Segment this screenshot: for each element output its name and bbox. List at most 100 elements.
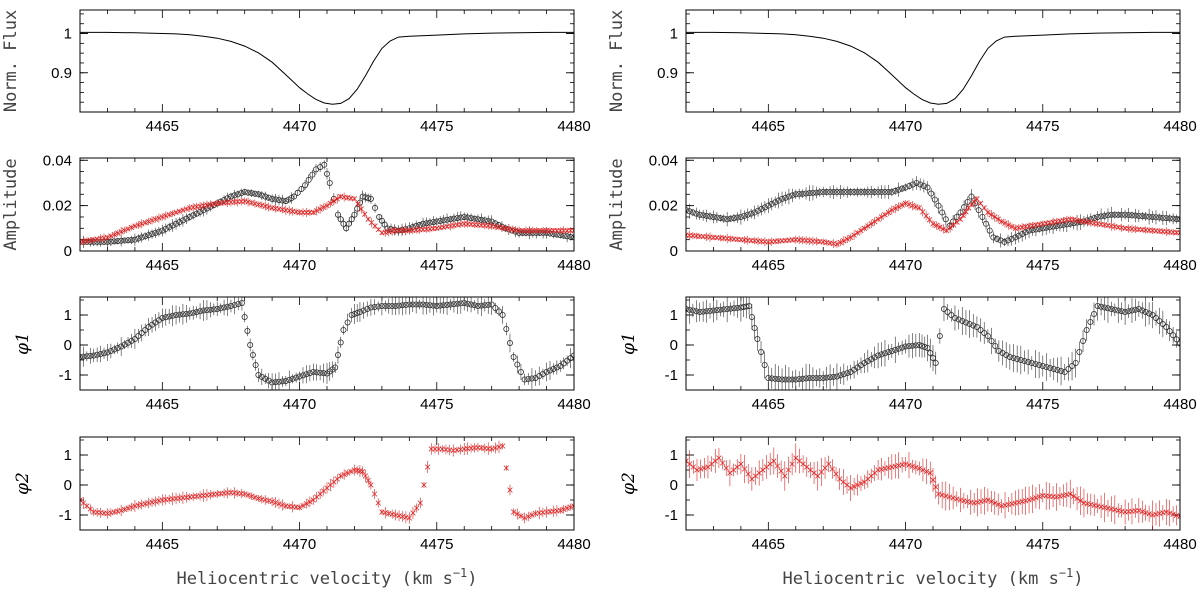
col2-amplitude-point [816, 189, 823, 196]
col1-phi1-point [125, 339, 132, 346]
col1-amplitude-point [265, 204, 272, 210]
col2-amplitude-point [1128, 212, 1135, 219]
col1-phi1-point [214, 305, 221, 312]
col1-phi1-point [543, 368, 550, 375]
col1-amplitude-point [334, 196, 340, 202]
col2-phi1-point [1080, 337, 1087, 344]
col1-phi1-point [190, 309, 197, 316]
col1-amplitude-point [118, 237, 125, 244]
col2-amplitude-point [1015, 232, 1022, 239]
col2-phi1-point [1083, 326, 1090, 333]
col1-amplitude-point [234, 191, 241, 198]
col2-amplitude-point [944, 227, 950, 234]
col1-phi1-point [104, 349, 111, 356]
col1-phi1-point [426, 302, 433, 309]
col2-phi2-point [909, 463, 916, 469]
col1-amplitude-point [355, 201, 361, 207]
col1-phi1-point [528, 375, 535, 382]
col2-phi1-point [940, 305, 947, 312]
col1-amplitude-point [248, 190, 255, 197]
col1-amplitude-point [135, 222, 142, 228]
col2-amplitude-point [896, 204, 902, 210]
col2-phi2-data [686, 443, 1180, 530]
col1-amplitude-point [128, 224, 135, 231]
col1-phi1-point [539, 370, 546, 377]
col2-amplitude-point [717, 215, 724, 222]
col2-amplitude-point [758, 206, 765, 213]
col1-amplitude-point [241, 189, 248, 196]
col2-phi2-point [1033, 495, 1039, 501]
col1-phi1-point [173, 311, 180, 318]
col1-phi1-point [457, 300, 464, 307]
col2-amplitude-point [933, 222, 940, 229]
col1-amplitude-point [334, 211, 341, 218]
col1-phi1-point [200, 307, 207, 314]
col2-phi2-point [847, 485, 854, 491]
col1-phi2-point [338, 473, 344, 479]
col1-phi1-ytick-label: 1 [64, 307, 72, 324]
col1-phi1-point [464, 300, 471, 307]
col2-phi1-xtick-label: 4480 [1163, 396, 1196, 413]
col1-amplitude-point [444, 216, 451, 223]
col2-amplitude-point [820, 189, 827, 196]
col1-phi2-point [359, 468, 366, 475]
col2-flux-xtick-label: 4475 [1026, 118, 1059, 135]
col2-phi1-point [1028, 359, 1035, 366]
col1-phi2-point [125, 505, 131, 511]
col1-flux-data [80, 31, 574, 105]
col2-phi1-point [1039, 362, 1046, 369]
col2-phi2-point [811, 470, 817, 476]
col2-phi1-point [992, 342, 999, 349]
col2-phi2-point [785, 467, 792, 473]
col2-flux-frame [685, 9, 1181, 113]
col1-phi1-point [94, 351, 101, 358]
col2-amplitude-ytick-label: 0.02 [649, 198, 678, 215]
col1-phi1-point [289, 375, 296, 382]
col1-amplitude-point [384, 225, 391, 232]
col1-phi2-point [557, 507, 563, 514]
col1-phi1-point [332, 364, 339, 371]
col1-phi1-point [360, 307, 367, 314]
col2-phi2-point [723, 465, 729, 471]
col1-amplitude-point [571, 227, 574, 234]
col2-phi2-point [719, 460, 726, 466]
col2-amplitude-point [1022, 229, 1029, 236]
col2-amplitude-point [809, 189, 816, 196]
col1-phi2-point [348, 468, 354, 475]
col2-phi1-point [944, 308, 951, 315]
col1-phi2-point [307, 499, 313, 505]
col2-phi1-point [984, 332, 991, 339]
col2-phi1-point [905, 343, 912, 350]
col2-amplitude-point [1094, 213, 1101, 220]
col1-phi1-point [550, 365, 557, 372]
col1-amplitude-point [317, 206, 323, 212]
col2-phi1-point [1149, 311, 1156, 318]
col1-phi1-point [571, 352, 574, 359]
col2-phi1-point [1058, 367, 1065, 374]
col2-flux-data [686, 31, 1180, 105]
col2-phi2-point [767, 461, 773, 467]
col2-amplitude-ytick-label: 0 [670, 243, 678, 260]
col2-amplitude-point [1005, 237, 1012, 244]
col2-phi2-ytick-label: 0 [670, 477, 678, 494]
col2-amplitude-point [840, 189, 847, 196]
col1-phi2-panel: 4465 4470 4475 4480 -1 0 1 φ2 [13, 436, 591, 553]
col2-phi2-point [1173, 512, 1180, 519]
col1-amplitude-point [145, 232, 152, 239]
col2-phi2-point [778, 468, 784, 474]
col2-amplitude-point [878, 214, 885, 220]
col1-amplitude-point [139, 221, 145, 227]
col1-amplitude-point [159, 227, 166, 234]
col2-amplitude-point [997, 237, 1004, 244]
col1-amplitude-ytick-label: 0.02 [43, 198, 72, 215]
xlabel-text: Heliocentric velocity (km s [176, 569, 452, 589]
col2-amplitude-point [707, 213, 714, 220]
col1-amplitude-point [183, 215, 190, 222]
col2-phi1-point [1152, 314, 1159, 321]
col2-phi1-point [1128, 307, 1135, 314]
col2-amplitude-point [837, 239, 844, 246]
col1-phi1-ylabel: φ1 [13, 332, 33, 355]
col1-phi1-point [306, 370, 313, 377]
col1-phi2-xtick-label: 4470 [283, 536, 316, 553]
